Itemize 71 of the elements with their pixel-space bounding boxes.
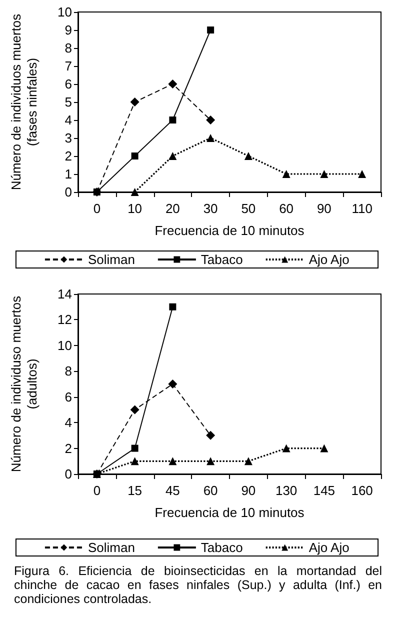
x-tick-label: 0	[93, 483, 101, 498]
y-tick-label: 4	[64, 415, 72, 430]
point	[358, 170, 366, 178]
point	[206, 134, 215, 142]
y-tick-label: 4	[64, 112, 72, 128]
x-tick-label: 90	[316, 201, 332, 216]
point	[131, 444, 138, 452]
legend-label: Tabaco	[200, 252, 243, 267]
legend-label: Soliman	[88, 252, 135, 267]
x-tick-label: 60	[279, 201, 294, 216]
x-tick-label: 145	[313, 483, 336, 498]
point	[244, 457, 252, 466]
y-tick-label: 2	[64, 148, 72, 164]
y-tick-label: 12	[58, 312, 72, 328]
y-tick-label: 3	[64, 130, 72, 146]
point	[320, 170, 328, 178]
x-tick-label: 130	[275, 483, 298, 498]
point	[168, 152, 177, 160]
legend-label: Soliman	[88, 540, 135, 555]
y-axis-title: Número de individuso muertos (adultos)	[8, 295, 40, 472]
point	[169, 116, 176, 124]
y-tick-label: 0	[64, 466, 72, 482]
point	[130, 457, 139, 466]
x-tick-label: 90	[241, 483, 256, 498]
y-tick-label: 0	[64, 184, 72, 200]
y-tick-label: 8	[64, 364, 72, 379]
y-tick-label: 2	[64, 440, 72, 456]
x-tick-label: 160	[351, 483, 373, 498]
point	[206, 457, 215, 466]
point	[244, 152, 252, 160]
x-axis-title: Frecuencia de 10 minutos	[154, 223, 305, 238]
x-axis-title: Frecuencia de 10 minutos	[154, 505, 305, 520]
point	[168, 380, 178, 388]
legend-label: Ajo Ajo	[308, 252, 350, 267]
point	[131, 152, 138, 160]
y-tick-label: 1	[64, 166, 72, 182]
x-tick-label: 10	[128, 201, 142, 216]
point	[168, 457, 177, 466]
point	[207, 26, 214, 34]
y-tick-label: 10	[58, 4, 72, 20]
x-tick-label: 0	[93, 201, 101, 216]
y-tick-label: 5	[64, 94, 72, 110]
x-tick-label: 45	[165, 483, 180, 498]
legend-label: Ajo Ajo	[308, 540, 350, 555]
x-tick-label: 60	[203, 483, 218, 498]
point	[168, 80, 178, 88]
y-axis-title: Número de individuos muertos (fases ninfales)	[8, 13, 40, 190]
point	[130, 405, 140, 414]
x-tick-label: 20	[165, 201, 180, 216]
point	[93, 188, 100, 196]
text: Figura 6. Eficiencia de bioinsecticidas en la mortandad del chinche de cacao en fases ninfales (Sup.) y adulta (Inf.) en condiciones controladas.	[14, 564, 382, 606]
y-tick-label: 14	[58, 286, 72, 302]
x-tick-label: 30	[203, 201, 218, 216]
point	[206, 116, 216, 124]
y-tick-label: 9	[64, 22, 72, 38]
y-tick-label: 8	[64, 40, 72, 56]
y-tick-label: 6	[64, 76, 72, 92]
point	[206, 430, 216, 440]
point	[320, 444, 328, 452]
y-tick-label: 10	[58, 338, 72, 353]
point	[130, 188, 139, 196]
x-tick-label: 50	[241, 201, 256, 216]
point	[130, 98, 140, 106]
legend-label: Tabaco	[200, 540, 243, 555]
y-tick-label: 6	[64, 389, 72, 404]
point	[169, 303, 176, 310]
x-tick-label: 15	[128, 483, 142, 498]
y-tick-label: 7	[64, 58, 72, 74]
point	[282, 444, 290, 452]
x-tick-label: 110	[352, 201, 372, 216]
point	[282, 170, 290, 178]
